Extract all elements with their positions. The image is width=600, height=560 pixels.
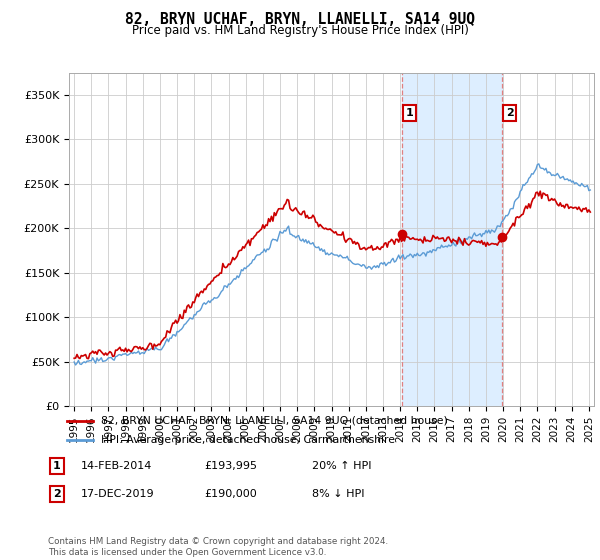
Bar	[402, 73, 502, 406]
Text: HPI: Average price, detached house, Carmarthenshire: HPI: Average price, detached house, Carm…	[101, 435, 395, 445]
Text: 82, BRYN UCHAF, BRYN, LLANELLI, SA14 9UQ: 82, BRYN UCHAF, BRYN, LLANELLI, SA14 9UQ	[125, 12, 475, 27]
Text: Contains HM Land Registry data © Crown copyright and database right 2024.
This d: Contains HM Land Registry data © Crown c…	[48, 537, 388, 557]
Text: 1: 1	[406, 108, 413, 118]
Text: 82, BRYN UCHAF, BRYN, LLANELLI, SA14 9UQ (detached house): 82, BRYN UCHAF, BRYN, LLANELLI, SA14 9UQ…	[101, 416, 448, 426]
Text: 17-DEC-2019: 17-DEC-2019	[81, 489, 155, 499]
Text: 2: 2	[53, 489, 61, 499]
Text: 2: 2	[506, 108, 514, 118]
Text: 20% ↑ HPI: 20% ↑ HPI	[312, 461, 371, 471]
Text: 8% ↓ HPI: 8% ↓ HPI	[312, 489, 365, 499]
Text: £190,000: £190,000	[204, 489, 257, 499]
Text: Price paid vs. HM Land Registry's House Price Index (HPI): Price paid vs. HM Land Registry's House …	[131, 24, 469, 37]
Text: 14-FEB-2014: 14-FEB-2014	[81, 461, 152, 471]
Text: £193,995: £193,995	[204, 461, 257, 471]
Text: 1: 1	[53, 461, 61, 471]
